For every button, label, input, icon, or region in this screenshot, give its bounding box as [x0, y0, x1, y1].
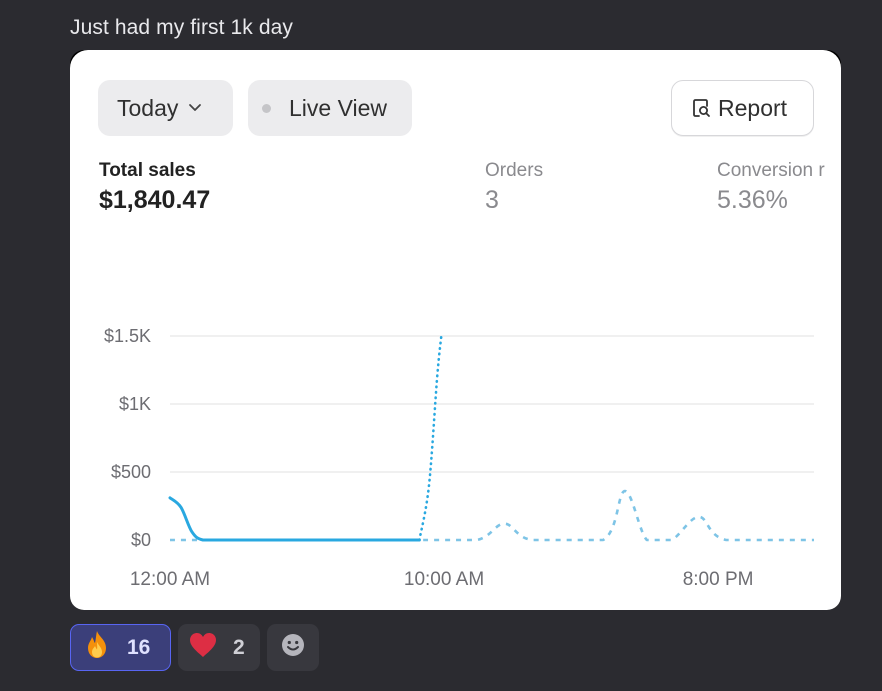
- live-view-button[interactable]: Live View: [248, 80, 412, 136]
- report-button[interactable]: Report: [671, 80, 814, 136]
- reaction-fire[interactable]: 16: [70, 624, 171, 671]
- status-dot-icon: [262, 103, 271, 113]
- x-tick-label: 8:00 PM: [683, 569, 754, 590]
- date-filter-label: Today: [117, 94, 179, 121]
- reaction-count: 2: [233, 635, 245, 659]
- series-line-dotted: [418, 334, 443, 542]
- metric-label: Conversion r: [717, 160, 825, 181]
- metric-label: Orders: [485, 160, 544, 181]
- report-search-icon: [690, 97, 712, 119]
- image-embed[interactable]: Today Live View Report Total sales $1,84…: [70, 50, 841, 610]
- y-tick-label: $0: [131, 530, 151, 550]
- series-line-dashed: [170, 489, 814, 542]
- smiley-face-icon: [280, 632, 306, 664]
- chevron-down-icon: [188, 103, 202, 113]
- metric-orders[interactable]: Orders 3: [485, 160, 543, 215]
- heart-icon: [187, 629, 219, 667]
- y-tick-label: $500: [111, 462, 151, 482]
- metric-conversion[interactable]: Conversion r 5.36%: [717, 160, 825, 215]
- metric-total-sales[interactable]: Total sales $1,840.47: [99, 160, 210, 215]
- message-text: Just had my first 1k day: [70, 16, 293, 39]
- x-tick-label: 12:00 AM: [130, 569, 210, 590]
- reaction-heart[interactable]: 2: [178, 624, 260, 671]
- metric-value: $1,840.47: [99, 186, 211, 214]
- series-line-solid: [168, 496, 421, 542]
- y-tick-label: $1.5K: [104, 326, 151, 346]
- report-label: Report: [718, 94, 788, 121]
- fire-icon: [81, 629, 113, 667]
- metric-value: 3: [485, 186, 499, 214]
- x-tick-label: 10:00 AM: [404, 569, 484, 590]
- live-view-label: Live View: [289, 94, 388, 121]
- sales-line-chart: $1.5K $1K $500 $0 12:00 AM 10:00 AM 8:00 PM: [104, 326, 814, 590]
- reaction-bar: 16 2: [70, 624, 319, 671]
- add-reaction-button[interactable]: [267, 624, 319, 671]
- y-tick-label: $1K: [119, 394, 151, 414]
- date-filter-dropdown[interactable]: Today: [98, 80, 233, 136]
- metric-value: 5.36%: [717, 186, 788, 214]
- analytics-card: Today Live View Report Total sales $1,84…: [70, 50, 841, 610]
- metric-label: Total sales: [99, 160, 196, 181]
- reaction-count: 16: [127, 635, 151, 659]
